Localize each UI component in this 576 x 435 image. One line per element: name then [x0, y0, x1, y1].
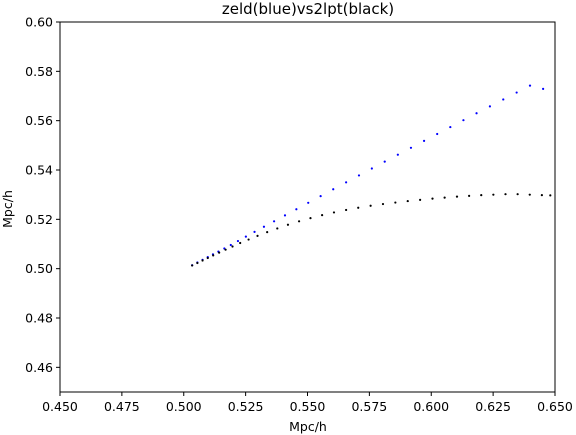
data-point	[528, 193, 531, 196]
y-tick-label: 0.50	[25, 261, 53, 276]
data-point	[307, 201, 310, 204]
data-point	[201, 259, 204, 262]
x-tick-label: 0.550	[290, 399, 326, 414]
data-point	[229, 243, 232, 247]
data-point	[319, 195, 322, 198]
y-axis: 0.46 0.48 0.50 0.52 0.54 0.56 0.58 0.60	[25, 15, 60, 375]
data-point	[422, 139, 426, 142]
data-point	[345, 208, 348, 212]
data-point	[295, 208, 298, 211]
data-point	[462, 119, 465, 122]
data-point	[283, 214, 287, 217]
data-point	[231, 245, 234, 248]
data-point	[406, 199, 409, 203]
data-point	[419, 198, 422, 201]
x-tick-label: 0.625	[475, 399, 511, 414]
data-point	[370, 167, 373, 170]
data-point	[475, 112, 478, 115]
y-tick-label: 0.48	[25, 311, 53, 326]
data-point	[332, 211, 336, 214]
data-point	[394, 201, 397, 204]
x-axis-label: Mpc/h	[289, 419, 327, 434]
data-point	[357, 174, 361, 177]
x-tick-label: 0.500	[166, 399, 202, 414]
data-point	[247, 238, 250, 241]
data-point	[266, 231, 269, 234]
y-tick-label: 0.58	[25, 64, 53, 79]
y-tick-label: 0.60	[25, 15, 53, 30]
data-point	[515, 91, 518, 94]
data-point	[488, 105, 492, 108]
data-point	[286, 223, 290, 226]
data-point	[480, 194, 483, 197]
data-point	[431, 197, 434, 200]
data-point	[236, 239, 240, 243]
data-point	[436, 132, 439, 136]
data-point	[396, 153, 399, 156]
data-point	[409, 146, 413, 149]
y-tick-label: 0.54	[25, 163, 53, 178]
data-point	[542, 87, 545, 90]
data-point	[381, 202, 385, 206]
data-point	[357, 206, 360, 209]
x-tick-label: 0.525	[228, 399, 264, 414]
data-point	[196, 261, 199, 265]
data-point	[256, 234, 259, 237]
x-tick-label: 0.450	[42, 399, 78, 414]
data-point	[239, 241, 242, 245]
data-point	[332, 188, 335, 191]
y-tick-label: 0.56	[25, 113, 53, 128]
data-point	[272, 220, 276, 223]
data-point	[504, 193, 507, 196]
data-point	[345, 181, 348, 184]
y-tick-label: 0.46	[25, 360, 53, 375]
data-point	[253, 230, 256, 234]
data-point	[224, 248, 227, 251]
data-point	[309, 217, 312, 220]
y-tick-label: 0.52	[25, 212, 53, 227]
data-point	[455, 195, 459, 198]
data-point	[549, 194, 552, 197]
series-1	[191, 84, 545, 267]
chart-title: zeld(blue)vs2lpt(black)	[222, 0, 394, 18]
data-point	[540, 194, 543, 197]
data-point	[297, 220, 301, 223]
data-point	[212, 254, 215, 257]
data-point	[449, 125, 452, 129]
y-axis-label: Mpc/h	[0, 190, 15, 228]
x-tick-label: 0.650	[537, 399, 573, 414]
data-point	[502, 98, 505, 101]
data-point	[262, 225, 266, 228]
plot-frame	[59, 21, 556, 393]
data-point	[528, 84, 532, 87]
x-tick-label: 0.600	[413, 399, 449, 414]
data-point	[218, 251, 221, 254]
data-point	[276, 227, 279, 230]
data-point	[321, 214, 324, 217]
data-point	[468, 194, 471, 197]
series-2	[191, 193, 552, 267]
data-point	[191, 264, 194, 267]
data-point	[492, 193, 495, 196]
plot-area	[191, 84, 552, 267]
x-axis: 0.450 0.475 0.500 0.525 0.550 0.575 0.600 0.625…	[42, 392, 573, 414]
data-point	[206, 256, 209, 260]
data-point	[516, 193, 519, 196]
data-point	[244, 235, 247, 238]
x-tick-label: 0.575	[351, 399, 387, 414]
x-tick-label: 0.475	[104, 399, 140, 414]
data-point	[383, 160, 386, 163]
data-point	[369, 204, 372, 207]
data-point	[443, 196, 446, 199]
